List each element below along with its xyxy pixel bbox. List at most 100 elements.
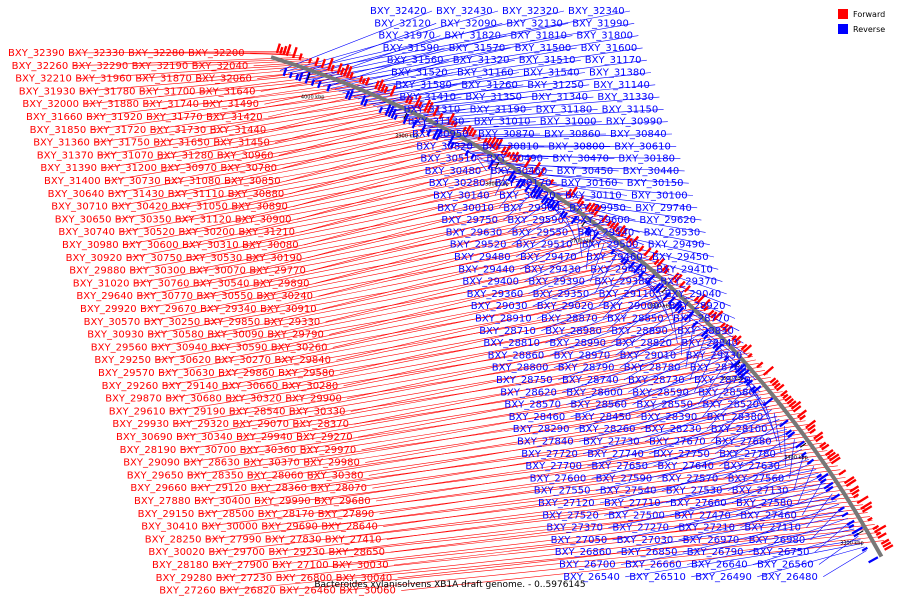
gene-leader-line <box>763 399 778 442</box>
gene-label: BXY_32390 <box>8 48 65 59</box>
gene-label: BXY_31020 <box>73 278 130 289</box>
gene-label: BXY_30630 <box>158 368 215 379</box>
forward-gene-feature <box>503 144 512 156</box>
gene-label: BXY_28580 <box>698 387 755 398</box>
gene-label: BXY_27840 <box>517 437 574 448</box>
gene-label: BXY_29260 <box>102 381 159 392</box>
forward-gene-feature <box>815 435 824 443</box>
gene-label: BXY_31810 <box>510 31 567 42</box>
gene-label: BXY_26560 <box>757 560 814 571</box>
gene-label: BXY_27050 <box>551 535 608 546</box>
gene-label: BXY_31570 <box>449 43 506 54</box>
gene-label: BXY_31200 <box>100 163 157 174</box>
forward-gene-feature <box>453 121 458 128</box>
gene-leader-line <box>619 320 692 368</box>
gene-label: BXY_31350 <box>465 92 522 103</box>
gene-leader-line <box>503 192 534 221</box>
gene-leader-line <box>455 145 611 147</box>
gene-leader-line <box>191 193 571 271</box>
forward-gene-feature <box>638 245 645 253</box>
gene-label: BXY_30530 <box>186 253 243 264</box>
gene-leader-line <box>740 489 831 528</box>
reverse-gene-feature <box>645 273 656 285</box>
gene-leader-line <box>346 59 515 95</box>
forward-gene-feature <box>735 340 742 346</box>
forward-gene-feature <box>462 126 468 133</box>
gene-leader-line <box>379 446 825 515</box>
forward-gene-feature <box>707 309 715 317</box>
gene-label: BXY_29840 <box>274 355 331 366</box>
gene-leader-line <box>187 182 556 259</box>
gene-label: BXY_31410 <box>399 92 456 103</box>
forward-gene-feature <box>468 127 475 136</box>
reverse-gene-feature <box>751 385 762 394</box>
gene-label: BXY_31330 <box>597 92 654 103</box>
gene-label: BXY_31320 <box>453 55 510 66</box>
gene-label: BXY_28450 <box>575 412 632 423</box>
gene-label: BXY_30140 <box>433 191 490 202</box>
forward-gene-feature <box>805 419 817 429</box>
gene-label: BXY_29620 <box>639 215 696 226</box>
forward-gene-feature <box>619 228 628 238</box>
gene-leader-line <box>494 174 506 196</box>
gene-leader-line <box>715 409 772 455</box>
gene-leader-line <box>188 391 783 476</box>
gene-label: BXY_30620 <box>154 355 211 366</box>
gene-label: BXY_28850 <box>607 314 664 325</box>
reverse-gene-feature <box>586 229 593 237</box>
forward-gene-feature <box>792 405 802 413</box>
gene-label: BXY_29560 <box>91 342 148 353</box>
gene-leader-line <box>156 270 669 361</box>
gene-label: BXY_28860 <box>488 350 545 361</box>
gene-leader-line <box>163 296 696 387</box>
reverse-gene-feature <box>734 363 746 374</box>
forward-gene-feature <box>724 325 733 334</box>
gene-leader-line <box>670 472 819 516</box>
forward-gene-feature <box>565 188 573 197</box>
forward-gene-feature <box>828 453 840 462</box>
gene-leader-line <box>307 187 564 259</box>
gene-label: BXY_29150 <box>138 509 195 520</box>
gene-leader-line <box>206 465 838 540</box>
gene-leader-line <box>528 250 614 295</box>
gene-label: BXY_30840 <box>610 129 667 140</box>
forward-gene-feature <box>364 77 371 86</box>
gene-leader-line <box>541 283 652 332</box>
gene-leader-line <box>444 133 673 140</box>
forward-gene-feature <box>747 352 753 358</box>
gene-leader-line <box>290 328 728 412</box>
gene-label: BXY_28870 <box>541 314 598 325</box>
reverse-gene-feature <box>449 141 455 149</box>
gene-leader-line <box>553 317 689 368</box>
gene-label: BXY_30320 <box>225 394 282 405</box>
reverse-gene-feature <box>609 248 616 255</box>
gene-label: BXY_27130 <box>732 486 789 497</box>
gene-label: BXY_31130 <box>408 117 465 128</box>
reverse-gene-feature <box>677 306 685 314</box>
gene-leader-line <box>123 169 537 246</box>
gene-label: BXY_27660 <box>670 498 727 509</box>
gene-label: BXY_30170 <box>495 178 552 189</box>
gene-label: BXY_28550 <box>636 400 693 411</box>
gene-leader-line <box>91 90 390 131</box>
gene-label: BXY_31250 <box>527 80 584 91</box>
gene-label: BXY_30700 <box>180 445 237 456</box>
forward-gene-feature <box>762 365 774 376</box>
gene-label: BXY_30440 <box>623 166 680 177</box>
gene-label: BXY_27700 <box>525 461 582 472</box>
gene-label: BXY_30540 <box>193 278 250 289</box>
gene-label: BXY_29010 <box>620 350 677 361</box>
gene-leader-line <box>684 314 748 356</box>
gene-label: BXY_31820 <box>444 31 501 42</box>
gene-leader-line <box>145 234 626 323</box>
forward-gene-feature <box>342 64 350 77</box>
reverse-gene-feature <box>548 200 556 209</box>
forward-gene-feature <box>648 249 659 261</box>
gene-leader-line <box>632 355 726 405</box>
gene-leader-line <box>674 486 828 528</box>
gene-label: BXY_31440 <box>210 125 267 136</box>
gene-label: BXY_29440 <box>458 264 515 275</box>
gene-label: BXY_30640 <box>48 189 105 200</box>
gene-label: BXY_28760 <box>690 363 747 374</box>
gene-leader-line <box>167 309 709 399</box>
